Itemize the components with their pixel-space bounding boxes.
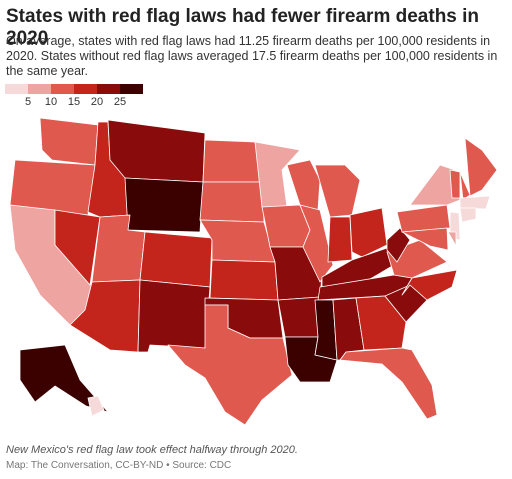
state bbox=[386, 227, 411, 263]
state bbox=[254, 141, 301, 208]
note: New Mexico's red flag law took effect ha… bbox=[6, 444, 298, 456]
state bbox=[286, 159, 321, 211]
legend-label: 20 bbox=[91, 96, 103, 108]
state bbox=[199, 181, 265, 223]
legend-swatch bbox=[51, 84, 74, 94]
state bbox=[299, 204, 334, 283]
state bbox=[447, 231, 457, 247]
state bbox=[396, 204, 451, 233]
legend-swatch bbox=[74, 84, 97, 94]
state bbox=[209, 259, 279, 301]
state bbox=[139, 231, 213, 288]
state bbox=[202, 139, 263, 183]
source: Map: The Conversation, CC-BY-ND • Source… bbox=[6, 460, 232, 471]
state bbox=[339, 347, 438, 420]
state bbox=[449, 169, 461, 199]
subtitle: On average, states with red flag laws ha… bbox=[6, 34, 498, 78]
state bbox=[124, 177, 204, 233]
state bbox=[39, 117, 99, 166]
legend-swatch bbox=[97, 84, 120, 94]
state bbox=[167, 304, 293, 426]
state bbox=[459, 207, 477, 223]
title: States with red flag laws had fewer fire… bbox=[6, 6, 480, 49]
state bbox=[87, 395, 105, 417]
legend-swatch bbox=[120, 84, 143, 94]
state bbox=[107, 119, 206, 183]
state bbox=[314, 164, 361, 218]
legend-label: 10 bbox=[45, 96, 57, 108]
state bbox=[327, 216, 353, 263]
legend-swatch bbox=[28, 84, 51, 94]
legend-swatch bbox=[5, 84, 28, 94]
legend-label: 25 bbox=[114, 96, 126, 108]
state bbox=[459, 195, 491, 210]
state bbox=[137, 279, 211, 353]
state bbox=[54, 209, 101, 286]
legend-label: 5 bbox=[25, 96, 31, 108]
state bbox=[277, 296, 321, 338]
state bbox=[349, 207, 388, 258]
state bbox=[401, 227, 449, 251]
legend-label: 15 bbox=[68, 96, 80, 108]
state bbox=[19, 344, 109, 413]
state bbox=[355, 295, 407, 351]
map: 5 10 15 20 25 bbox=[5, 84, 498, 426]
state bbox=[314, 299, 338, 361]
state bbox=[464, 137, 498, 197]
